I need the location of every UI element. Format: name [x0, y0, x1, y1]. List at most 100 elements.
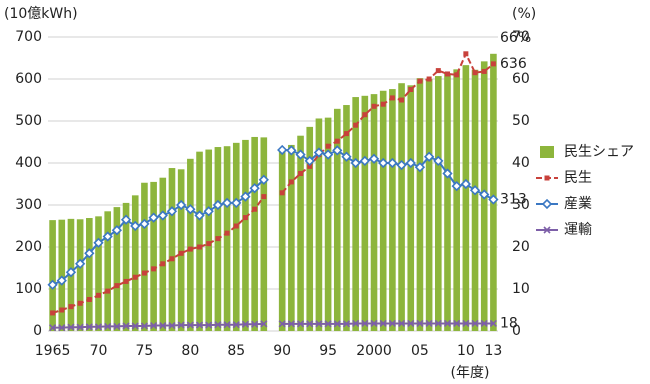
marker [298, 171, 304, 176]
legend-label: 民生シェア [564, 144, 634, 160]
marker [240, 191, 251, 202]
marker [131, 322, 139, 330]
bar [297, 135, 304, 331]
y-axis-label: (10億kWh) [4, 6, 78, 22]
bar [278, 150, 286, 331]
marker [59, 307, 65, 313]
marker [353, 122, 359, 128]
marker [306, 320, 314, 328]
y2-tick-label: 20 [512, 239, 530, 255]
bar [177, 169, 185, 331]
marker [416, 319, 424, 328]
marker [260, 320, 268, 328]
marker [150, 321, 158, 330]
marker [407, 319, 415, 328]
marker [480, 319, 488, 328]
marker [65, 267, 77, 278]
marker [187, 246, 193, 252]
marker [286, 145, 297, 156]
bar [113, 207, 121, 331]
marker [111, 225, 123, 236]
marker [361, 319, 369, 328]
marker [423, 151, 435, 162]
x-tick-label: 75 [136, 343, 154, 359]
marker [362, 112, 368, 118]
marker [313, 147, 325, 158]
bar [444, 73, 451, 331]
marker [417, 78, 423, 84]
marker [68, 304, 74, 310]
marker [304, 155, 315, 167]
marker [224, 230, 230, 236]
marker [443, 319, 452, 328]
marker [544, 175, 550, 181]
y-tick-label: 300 [15, 197, 42, 213]
marker [379, 319, 387, 328]
bar [58, 219, 66, 331]
marker [130, 220, 141, 232]
bar [324, 117, 332, 331]
bar [352, 97, 359, 331]
bar [122, 202, 130, 331]
x-tick-label: 2000 [356, 343, 392, 359]
bar [232, 142, 240, 331]
marker [435, 68, 441, 74]
marker [58, 324, 66, 332]
legend-label: 運輸 [564, 222, 592, 238]
bar [361, 95, 369, 331]
marker [315, 320, 323, 328]
marker [185, 204, 196, 215]
marker [359, 155, 370, 167]
bar [150, 181, 157, 331]
bar [76, 219, 84, 331]
marker [50, 310, 56, 316]
marker [350, 157, 361, 169]
marker [462, 319, 470, 328]
bar [435, 76, 442, 331]
bar [131, 195, 139, 331]
marker [139, 218, 150, 230]
y-tick-label: 100 [15, 281, 42, 297]
bar [260, 137, 268, 331]
y2-axis-label: (%) [512, 6, 536, 22]
marker [194, 210, 205, 221]
marker [49, 324, 57, 332]
marker [277, 144, 288, 156]
marker [479, 189, 490, 200]
marker [488, 194, 499, 205]
marker [333, 320, 341, 328]
marker [241, 320, 250, 328]
marker [442, 168, 453, 179]
marker [232, 321, 240, 329]
marker [451, 180, 462, 192]
marker [233, 223, 239, 229]
bar [343, 105, 350, 331]
marker [387, 157, 398, 169]
marker [332, 145, 343, 156]
marker [159, 321, 167, 330]
marker [160, 261, 166, 267]
bar [453, 69, 460, 331]
x-axis-label: (年度) [451, 365, 490, 381]
marker [148, 212, 159, 223]
y-tick-label: 200 [15, 239, 42, 255]
x-tick-label: 13 [484, 343, 502, 359]
marker [166, 206, 178, 217]
marker [295, 149, 306, 160]
y-tick-label: 400 [15, 155, 42, 171]
marker [178, 250, 184, 256]
bar [389, 89, 396, 331]
marker [120, 214, 132, 225]
y-tick-label: 0 [33, 323, 42, 339]
x-tick-label: 10 [457, 343, 475, 359]
marker [84, 248, 95, 259]
marker [122, 322, 130, 330]
marker [278, 320, 286, 328]
marker [215, 236, 221, 242]
marker [141, 270, 147, 276]
marker [343, 131, 349, 137]
marker [132, 274, 138, 280]
marker [463, 51, 469, 57]
bar [205, 149, 213, 331]
